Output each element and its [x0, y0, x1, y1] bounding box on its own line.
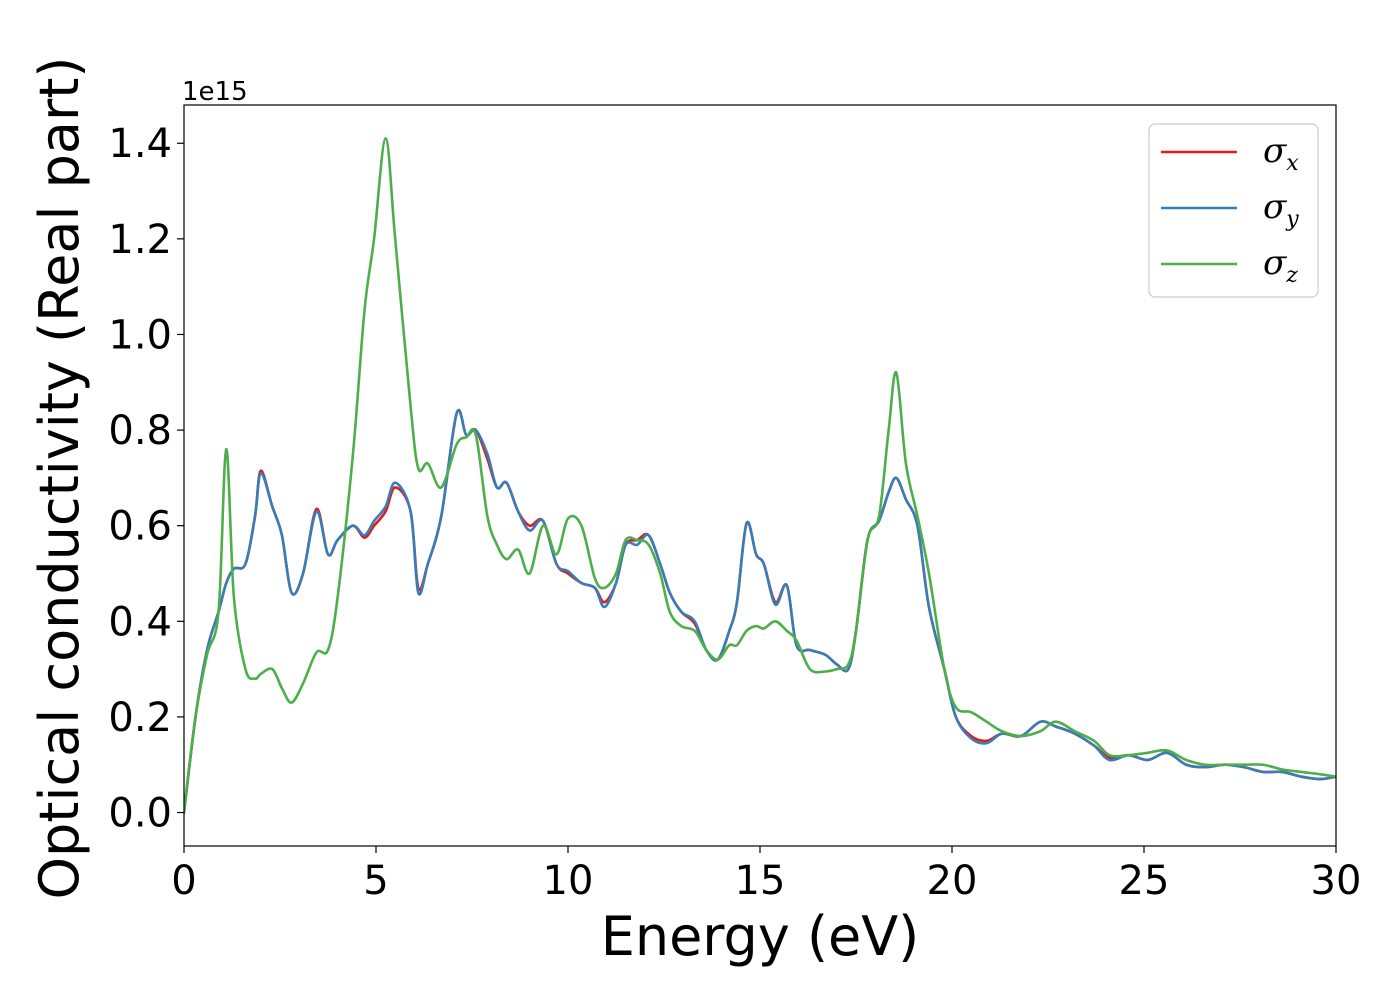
y-tick-label: 1.2 [108, 217, 172, 263]
x-axis: 0 5 10 15 20 25 30 [171, 846, 1361, 904]
legend-label-subscript: x [1286, 151, 1299, 176]
series-layer [184, 137, 1336, 814]
y-tick-label: 0.8 [108, 408, 172, 454]
legend-label-subscript: z [1285, 263, 1298, 288]
y-offset-label: 1e15 [182, 77, 248, 107]
x-tick-label: 20 [927, 858, 978, 904]
series-line-z [184, 137, 1336, 814]
legend-label-z: σz [1263, 243, 1298, 288]
x-tick-label: 10 [543, 858, 594, 904]
y-tick-label: 0.2 [108, 695, 172, 741]
legend-label-subscript: y [1285, 207, 1299, 232]
legend-label-base: σ [1263, 243, 1287, 283]
x-tick-label: 5 [363, 858, 388, 904]
x-tick-label: 25 [1119, 858, 1170, 904]
x-tick-label: 0 [171, 858, 196, 904]
legend-label-base: σ [1263, 187, 1287, 227]
legend-label-x: σx [1263, 131, 1299, 176]
x-tick-label: 15 [735, 858, 786, 904]
y-tick-label: 0.4 [108, 599, 172, 645]
y-tick-label: 1.4 [108, 121, 172, 167]
y-tick-label: 0.0 [108, 791, 172, 837]
y-tick-label: 0.6 [108, 504, 172, 550]
y-axis: 0.0 0.2 0.4 0.6 0.8 1.0 1.2 1.4 [108, 121, 184, 837]
legend-label-y: σy [1263, 187, 1299, 232]
y-tick-label: 1.0 [108, 312, 172, 358]
legend-box [1148, 123, 1319, 298]
x-axis-title: Energy (eV) [601, 905, 920, 968]
x-tick-label: 30 [1311, 858, 1362, 904]
legend-label-base: σ [1263, 131, 1287, 171]
y-axis-title: Optical conductivity (Real part) [28, 57, 91, 900]
